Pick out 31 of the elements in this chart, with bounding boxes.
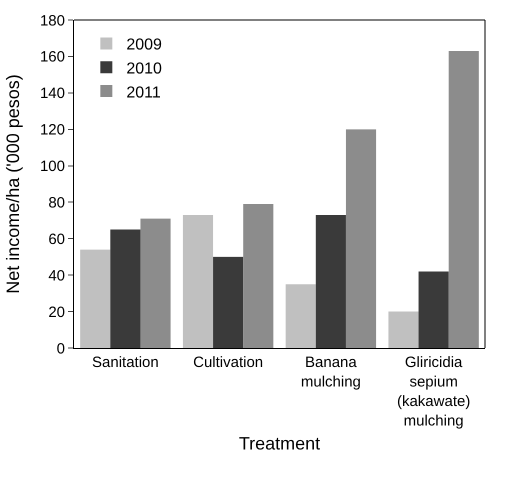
legend-label: 2010 [126, 60, 162, 78]
bar [388, 312, 419, 348]
y-axis-title: Net income/ha ('000 pesos) [3, 74, 24, 294]
y-tick-label: 100 [40, 158, 65, 176]
bar [418, 271, 449, 348]
y-tick-label: 40 [48, 267, 65, 284]
x-tick-label: Banana mulching [300, 354, 361, 390]
y-tick-label: 140 [40, 85, 65, 102]
x-tick-label: Cultivation [193, 354, 264, 371]
bar [346, 129, 376, 348]
y-tick-label: 20 [48, 304, 65, 321]
bar [213, 256, 244, 348]
bar [243, 204, 274, 348]
bar [140, 218, 171, 348]
y-tick-label: 0 [56, 340, 65, 358]
y-tick-label: 120 [40, 122, 65, 139]
y-tick-label: 160 [40, 48, 65, 66]
x-tick-label: Sanitation [92, 354, 159, 371]
bar [182, 214, 214, 348]
y-tick-label: 180 [40, 12, 65, 30]
legend-label: 2009 [126, 36, 162, 54]
legend-label: 2011 [126, 84, 161, 102]
x-axis-title: Treatment [238, 434, 320, 454]
x-tick-label: Gliricidia sepium (kakawate) mulching [396, 354, 470, 430]
y-tick-label: 60 [48, 230, 65, 248]
bar [316, 214, 346, 348]
y-tick-label: 80 [48, 194, 65, 212]
bar [286, 284, 316, 348]
bar [448, 50, 479, 348]
bar [80, 250, 110, 348]
bar [110, 230, 140, 348]
